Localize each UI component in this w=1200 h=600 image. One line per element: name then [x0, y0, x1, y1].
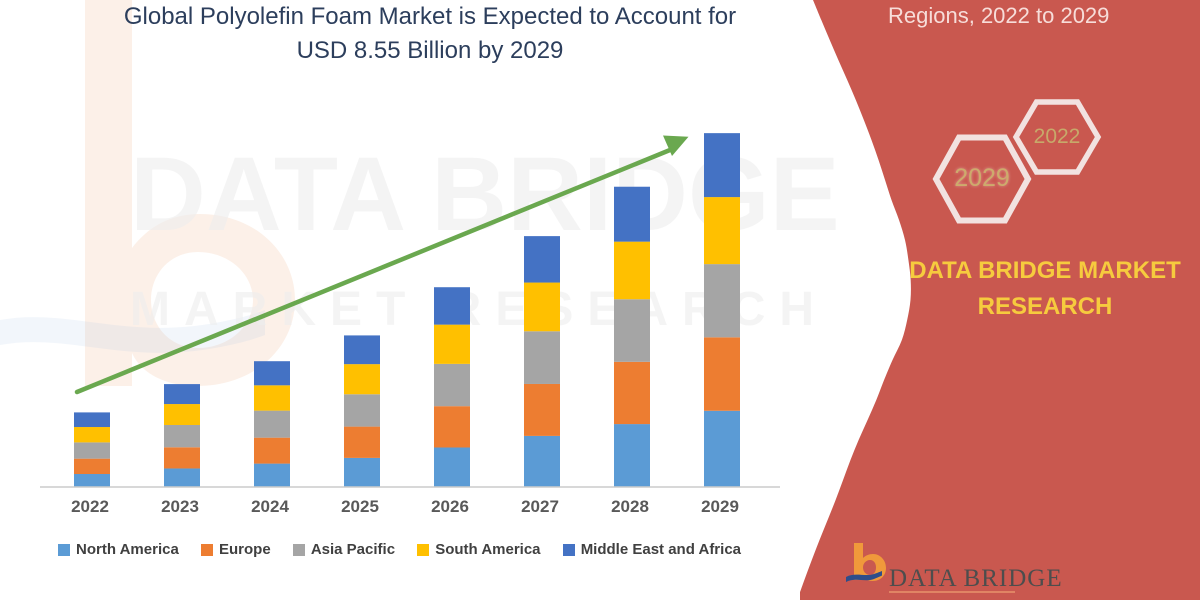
svg-text:DATA BRIDGE: DATA BRIDGE — [889, 565, 1063, 592]
svg-text:2029: 2029 — [954, 164, 1010, 192]
svg-text:2022: 2022 — [1034, 125, 1081, 148]
